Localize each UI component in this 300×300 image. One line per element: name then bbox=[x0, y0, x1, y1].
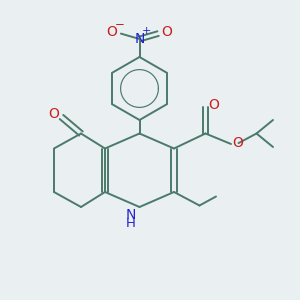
Text: O: O bbox=[208, 98, 219, 112]
Text: O: O bbox=[162, 26, 172, 39]
Text: +: + bbox=[141, 26, 151, 37]
Text: −: − bbox=[115, 18, 124, 31]
Text: N: N bbox=[135, 32, 145, 46]
Text: O: O bbox=[106, 26, 117, 39]
Text: O: O bbox=[232, 136, 243, 150]
Text: O: O bbox=[49, 107, 59, 121]
Text: N: N bbox=[126, 208, 136, 222]
Text: H: H bbox=[126, 217, 136, 230]
